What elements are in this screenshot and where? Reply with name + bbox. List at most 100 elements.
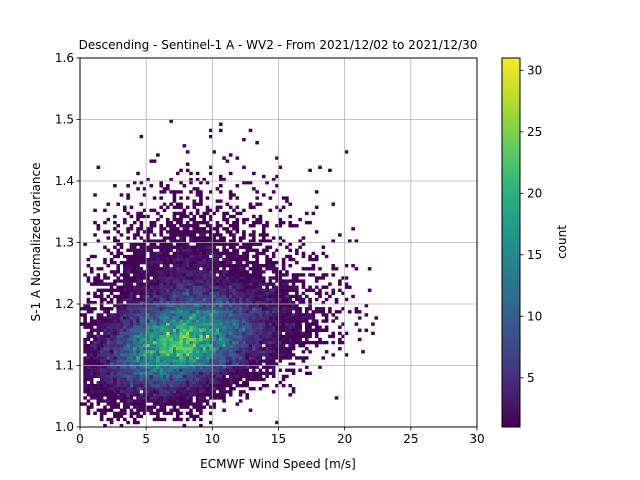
heatmap-cell — [152, 331, 157, 336]
heatmap-cell — [218, 174, 223, 179]
heatmap-cell — [295, 291, 299, 296]
heatmap-cell — [261, 325, 266, 329]
heatmap-cell — [314, 334, 319, 339]
heatmap-cell — [89, 350, 94, 354]
heatmap-cell — [255, 340, 259, 345]
heatmap-cell — [245, 383, 250, 388]
heatmap-cell — [212, 396, 216, 400]
heatmap-cell — [205, 297, 210, 302]
heatmap-cell — [265, 359, 269, 363]
heatmap-cell — [314, 328, 319, 332]
heatmap-cell — [182, 334, 187, 339]
heatmap-cell — [182, 267, 187, 271]
heatmap-cell — [278, 319, 283, 323]
heatmap-cell — [212, 328, 216, 332]
heatmap-cell — [195, 316, 200, 320]
heatmap-cell — [225, 377, 230, 382]
heatmap-cell — [225, 304, 230, 308]
heatmap-cell — [238, 282, 243, 286]
heatmap-cell — [129, 337, 134, 342]
heatmap-cell — [156, 217, 160, 222]
heatmap-cell — [212, 257, 216, 262]
heatmap-cell — [189, 236, 193, 240]
heatmap-cell — [169, 353, 173, 357]
heatmap-cell — [172, 417, 177, 422]
heatmap-cell — [235, 319, 240, 323]
heatmap-cell — [275, 347, 279, 351]
heatmap-cell — [189, 260, 193, 265]
x-tick-label: 5 — [142, 432, 150, 446]
heatmap-cell — [136, 414, 140, 419]
heatmap-cell — [109, 383, 114, 388]
heatmap-cell — [218, 276, 223, 280]
heatmap-cell — [179, 350, 183, 354]
heatmap-cell — [132, 242, 137, 246]
heatmap-cell — [142, 294, 147, 299]
heatmap-cell — [318, 307, 322, 311]
heatmap-cell — [152, 307, 157, 311]
heatmap-cell — [268, 356, 273, 360]
heatmap-cell — [364, 304, 369, 308]
heatmap-cell — [238, 297, 243, 302]
heatmap-cell — [96, 393, 101, 397]
heatmap-cell — [222, 365, 226, 369]
heatmap-cell — [202, 239, 207, 243]
heatmap-cell — [142, 214, 147, 219]
heatmap-cell — [268, 307, 273, 311]
heatmap-cell — [136, 362, 140, 366]
heatmap-cell — [268, 319, 273, 323]
heatmap-cell — [238, 245, 243, 249]
heatmap-cell — [99, 319, 104, 323]
heatmap-cell — [209, 267, 213, 271]
heatmap-cell — [202, 297, 207, 302]
heatmap-cell — [182, 248, 187, 253]
heatmap-cell — [123, 205, 127, 209]
heatmap-cell — [182, 251, 187, 256]
heatmap-cell — [89, 310, 94, 314]
heatmap-cell — [182, 208, 187, 213]
heatmap-cell — [295, 322, 299, 326]
heatmap-cell — [275, 313, 279, 317]
heatmap-cell — [199, 399, 203, 403]
heatmap-cell — [311, 257, 316, 262]
heatmap-cell — [89, 377, 94, 382]
heatmap-cell — [93, 337, 97, 342]
heatmap-cell — [169, 362, 173, 366]
heatmap-cell — [126, 356, 130, 360]
heatmap-cell — [338, 340, 342, 345]
heatmap-cell — [175, 242, 180, 246]
heatmap-cell — [192, 285, 197, 289]
heatmap-cell — [199, 362, 203, 366]
heatmap-cell — [93, 387, 97, 391]
heatmap-cell — [96, 356, 101, 360]
heatmap-cell — [195, 387, 200, 391]
heatmap-cell — [166, 353, 170, 357]
heatmap-cell — [109, 322, 114, 326]
heatmap-cell — [258, 270, 263, 274]
heatmap-cell — [195, 279, 200, 283]
heatmap-cell — [132, 393, 137, 397]
heatmap-cell — [235, 288, 240, 293]
heatmap-cell — [252, 187, 256, 191]
heatmap-cell — [308, 300, 312, 305]
heatmap-cell — [169, 304, 173, 308]
heatmap-cell — [218, 177, 223, 182]
heatmap-cell — [179, 411, 183, 415]
heatmap-cell — [265, 331, 269, 336]
heatmap-cell — [83, 340, 87, 345]
heatmap-cell — [159, 356, 164, 360]
heatmap-cell — [235, 365, 240, 369]
heatmap-cell — [179, 239, 183, 243]
heatmap-cell — [86, 411, 91, 415]
heatmap-cell — [109, 390, 114, 394]
heatmap-cell — [119, 399, 124, 403]
heatmap-cell — [232, 224, 236, 228]
heatmap-cell — [311, 316, 316, 320]
heatmap-cell — [136, 365, 140, 369]
heatmap-cell — [129, 396, 134, 400]
heatmap-cell — [218, 285, 223, 289]
heatmap-cell — [248, 310, 253, 314]
heatmap-cell — [149, 239, 154, 243]
heatmap-cell — [212, 343, 216, 348]
